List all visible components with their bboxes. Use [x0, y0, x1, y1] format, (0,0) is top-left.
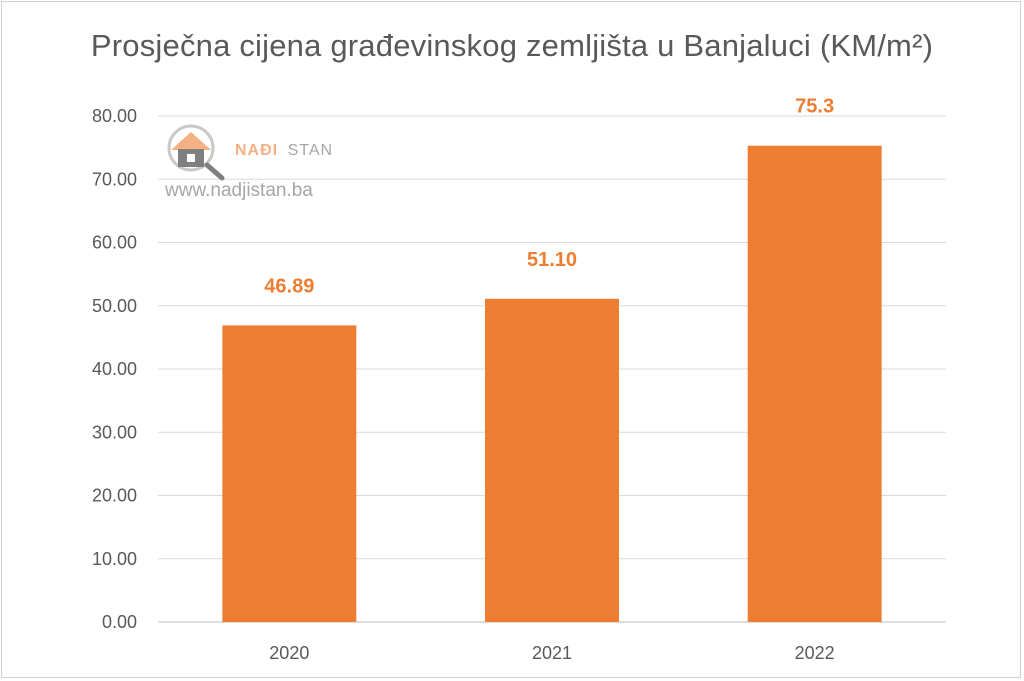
x-axis-ticks: 2020 2021 2022 [269, 643, 834, 663]
y-tick-label: 80.00 [92, 106, 137, 126]
watermark-url: www.nadjistan.ba [164, 180, 313, 201]
x-tick-label: 2021 [532, 643, 572, 663]
bars [222, 145, 882, 623]
data-label-2021: 51.10 [527, 249, 577, 271]
x-tick-label: 2022 [795, 643, 835, 663]
y-axis-ticks: 0.00 10.00 20.00 30.00 40.00 50.00 60.00 70.00 8… [92, 106, 137, 632]
chart-title: Prosječna cijena građevinskog zemljišta … [90, 28, 934, 63]
bar-2020 [222, 325, 357, 622]
watermark-brand-light: STAN [288, 142, 333, 159]
bar-2021 [485, 298, 619, 622]
bar-2022 [747, 145, 882, 623]
data-labels: 46.89 51.10 75.3 [264, 96, 834, 298]
y-tick-label: 30.00 [92, 422, 137, 442]
y-tick-label: 20.00 [92, 486, 137, 506]
y-tick-label: 70.00 [92, 169, 137, 189]
y-tick-label: 40.00 [92, 359, 137, 379]
x-tick-label: 2020 [269, 643, 309, 663]
data-label-2022: 75.3 [795, 96, 834, 118]
y-tick-label: 0.00 [102, 612, 137, 632]
watermark-brand-bold: NAĐI [235, 142, 278, 159]
house-magnifier-icon [167, 124, 225, 181]
y-tick-label: 60.00 [92, 233, 137, 253]
y-tick-label: 50.00 [92, 296, 137, 316]
svg-text:NAĐI STAN: NAĐI STAN [235, 142, 333, 159]
watermark-logo: NAĐI STAN www.nadjistan.ba [164, 124, 333, 201]
data-label-2020: 46.89 [264, 275, 314, 297]
y-tick-label: 10.00 [92, 549, 137, 569]
